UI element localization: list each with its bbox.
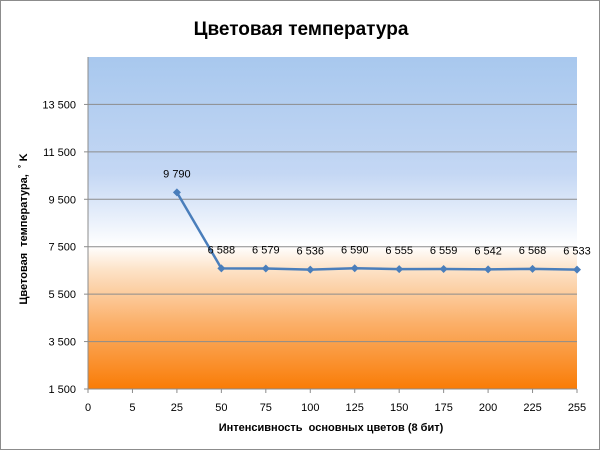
data-label: 6 568 <box>519 245 547 257</box>
data-label: 6 542 <box>474 245 502 257</box>
y-axis-title: Цветовая температура, ˚ K <box>18 153 30 304</box>
data-point-marker <box>350 264 359 273</box>
data-point-marker <box>439 265 448 274</box>
data-label: 6 588 <box>208 244 236 256</box>
x-tick-label: 125 <box>346 402 364 414</box>
x-tick-label: 225 <box>523 402 541 414</box>
data-labels: 9 790 6 588 6 579 6 536 6 590 6 555 6 559 6 542… <box>163 168 591 257</box>
y-tick-label: 1 500 <box>48 384 76 396</box>
data-label: 6 590 <box>341 244 369 256</box>
x-tick-label: 5 <box>129 402 135 414</box>
x-tick-labels: 0 5 25 50 75 100 125 150 175 200 225 255 <box>85 402 586 414</box>
x-tick-label: 0 <box>85 402 91 414</box>
x-tick-label: 50 <box>215 402 227 414</box>
data-point-marker <box>395 265 404 274</box>
x-tick-label: 200 <box>479 402 497 414</box>
data-point-marker <box>484 265 493 274</box>
data-point-marker <box>528 264 537 273</box>
series-line-path <box>175 191 578 271</box>
y-tick-label: 3 500 <box>48 337 76 349</box>
x-axis-title: Интенсивность основных цветов (8 бит) <box>219 422 444 434</box>
data-label: 9 790 <box>163 168 191 180</box>
data-label: 6 555 <box>385 245 413 257</box>
y-tick-label: 13 500 <box>42 99 76 111</box>
data-point-marker <box>573 265 581 274</box>
chart-title: Цветовая температура <box>194 19 409 40</box>
series-line <box>172 188 581 274</box>
x-tick-label: 255 <box>568 402 586 414</box>
x-tick-label: 100 <box>301 402 319 414</box>
data-label: 6 579 <box>252 245 280 257</box>
data-point-marker <box>217 264 226 273</box>
y-tick-label: 7 500 <box>48 242 76 254</box>
y-tick-label: 9 500 <box>48 194 76 206</box>
data-point-marker <box>261 264 270 273</box>
data-label: 6 533 <box>563 246 591 258</box>
data-point-marker <box>172 188 181 197</box>
y-tick-labels: 1 500 3 500 5 500 7 500 9 500 11 500 13 500 <box>42 99 76 396</box>
y-tick-label: 11 500 <box>43 147 76 159</box>
y-tick-label: 5 500 <box>48 289 76 301</box>
gridlines <box>84 103 578 393</box>
x-tick-label: 25 <box>171 402 183 414</box>
data-point-marker <box>306 265 315 274</box>
x-tick-label: 75 <box>260 402 272 414</box>
data-label: 6 559 <box>430 245 458 257</box>
x-tick-label: 150 <box>390 402 408 414</box>
axes <box>87 57 577 390</box>
data-label: 6 536 <box>297 246 325 258</box>
plot-area <box>88 57 577 389</box>
x-tick-label: 175 <box>434 402 452 414</box>
